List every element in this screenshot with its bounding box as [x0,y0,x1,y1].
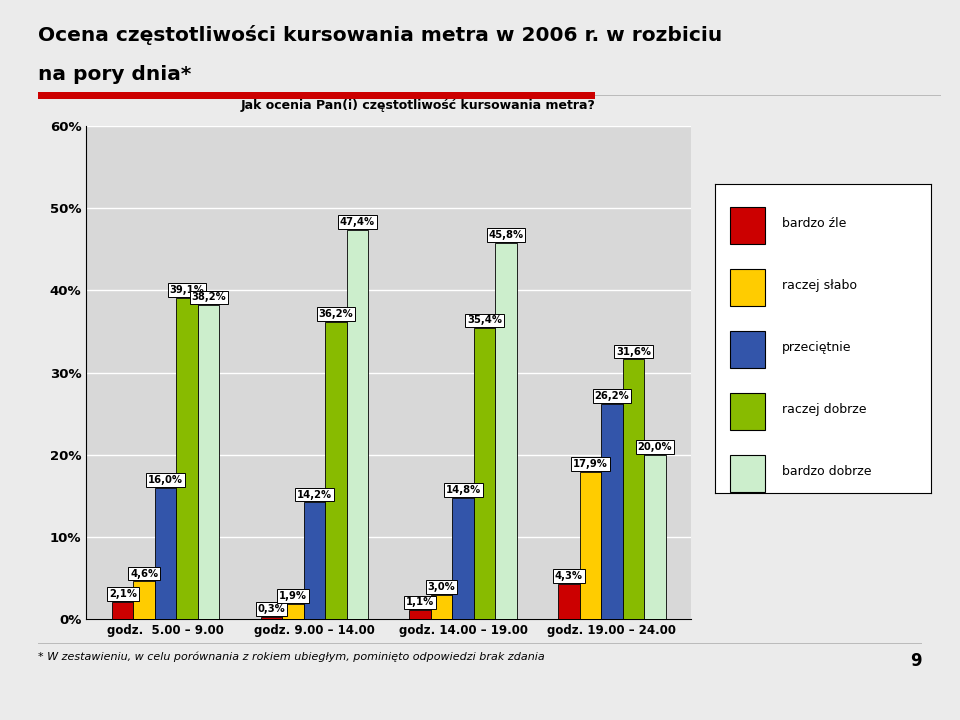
Text: 14,8%: 14,8% [445,485,481,495]
Text: 26,2%: 26,2% [594,391,629,401]
Text: przeciętnie: przeciętnie [782,341,852,354]
Text: 38,2%: 38,2% [191,292,226,302]
Text: 31,6%: 31,6% [616,346,651,356]
Bar [112,602,133,619]
Text: 4,6%: 4,6% [131,569,158,579]
Text: 47,4%: 47,4% [340,217,375,227]
Text: 1,9%: 1,9% [279,591,307,600]
Text: 45,8%: 45,8% [489,230,524,240]
Text: Ocena częstotliwości kursowania metra w 2006 r. w rozbiciu: Ocena częstotliwości kursowania metra w … [38,25,723,45]
Text: na pory dnia*: na pory dnia* [38,65,192,84]
Text: * W zestawieniu, w celu porównania z rokiem ubiegłym, pominięto odpowiedzi brak : * W zestawieniu, w celu porównania z rok… [38,652,545,662]
Text: raczej dobrze: raczej dobrze [782,403,867,416]
Bar [558,584,580,619]
Text: 14,2%: 14,2% [297,490,332,500]
Bar [623,359,644,619]
Bar [601,404,623,619]
Text: 35,4%: 35,4% [468,315,502,325]
Text: bardzo dobrze: bardzo dobrze [782,465,872,478]
Bar [261,617,282,619]
Bar [644,455,665,619]
Bar [731,207,765,244]
Text: bardzo źle: bardzo źle [782,217,847,230]
Text: 36,2%: 36,2% [319,309,353,319]
Bar [325,322,347,619]
Bar [731,269,765,306]
Bar [580,472,601,619]
Text: Jak ocenia Pan(i) częstotliwość kursowania metra?: Jak ocenia Pan(i) częstotliwość kursowan… [240,99,595,112]
Text: 16,0%: 16,0% [148,475,183,485]
Bar [731,392,765,430]
Bar [303,503,325,619]
Text: 4,3%: 4,3% [555,571,583,581]
Bar [731,330,765,368]
Text: 2,1%: 2,1% [108,589,136,599]
Text: 0,3%: 0,3% [257,604,285,614]
Bar [347,230,368,619]
Bar [282,603,303,619]
Bar [452,498,474,619]
Text: 17,9%: 17,9% [573,459,608,469]
Bar [198,305,220,619]
Bar [133,581,155,619]
Bar [731,454,765,492]
Text: 9: 9 [910,652,922,670]
Text: 20,0%: 20,0% [637,442,672,452]
Bar [155,487,177,619]
Bar [177,298,198,619]
Bar [474,328,495,619]
Bar [495,243,516,619]
Text: raczej słabo: raczej słabo [782,279,857,292]
Text: 39,1%: 39,1% [170,285,204,295]
Bar [431,595,452,619]
Text: 3,0%: 3,0% [428,582,456,592]
Text: 1,1%: 1,1% [406,598,434,608]
Bar [410,610,431,619]
